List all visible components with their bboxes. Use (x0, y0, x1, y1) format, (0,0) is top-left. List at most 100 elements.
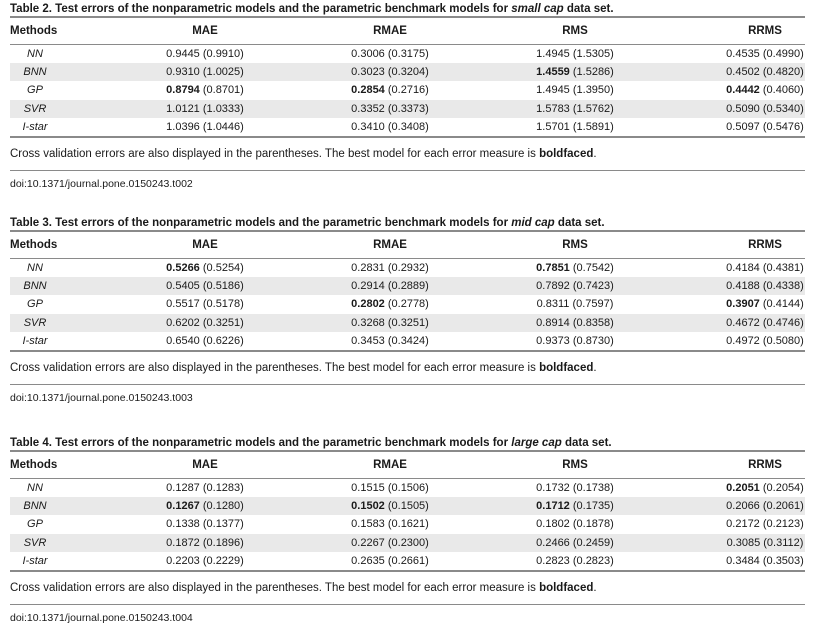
cell-value: 0.6540 (0.6226) (166, 334, 244, 347)
table-row: NN 0.9445 (0.9910) 0.3006 (0.3175) 1.494… (10, 45, 805, 63)
caption-italic: large cap (511, 437, 562, 449)
header-rrms: RRMS (748, 25, 782, 37)
method-cell: I-star (22, 120, 48, 133)
rrms-cell: 0.5097 (0.5476) (700, 121, 819, 133)
table-row: NN 0.5266 (0.5254) 0.2831 (0.2932) 0.785… (10, 259, 805, 277)
mae-cell: 0.5266 (0.5254) (140, 262, 270, 274)
cell-value: 0.3410 (0.3408) (351, 120, 429, 133)
doi-link[interactable]: doi:10.1371/journal.pone.0150243.t002 (10, 177, 193, 190)
rms-cell: 1.4945 (1.3950) (510, 84, 640, 96)
cell-value: 0.3085 (0.3112) (726, 536, 804, 549)
method-cell: NN (27, 482, 43, 495)
mae-cell: 0.6202 (0.3251) (140, 317, 270, 329)
bottom-rule (10, 349, 805, 352)
cell-value: 0.4184 (0.4381) (726, 262, 804, 275)
table-row: I-star 1.0396 (1.0446) 0.3410 (0.3408) 1… (10, 118, 805, 136)
cell-value: 0.8311 (0.7597) (536, 298, 614, 311)
rrms-cell: 0.3907 (0.4144) (700, 298, 819, 310)
method-cell: BNN (23, 66, 47, 79)
cell-value: 0.1287 (0.1283) (166, 482, 244, 495)
method-cell: GP (27, 518, 43, 531)
footnote-text: Cross validation errors are also display… (10, 361, 540, 374)
rmae-cell: 0.2914 (0.2889) (325, 280, 455, 292)
header-rule (10, 44, 805, 45)
doi-link[interactable]: doi:10.1371/journal.pone.0150243.t004 (10, 611, 193, 624)
rms-cell: 1.4559 (1.5286) (510, 66, 640, 78)
cell-value: (0.1735) (569, 500, 614, 513)
mae-cell: 0.1267 (0.1280) (140, 500, 270, 512)
cell-value: 0.2203 (0.2229) (166, 554, 244, 567)
cell-value: 0.5517 (0.5178) (166, 298, 244, 311)
cell-value: 1.5701 (1.5891) (536, 120, 614, 133)
rrms-cell: 0.4502 (0.4820) (700, 66, 819, 78)
best-value: 1.4559 (536, 66, 570, 79)
header-rms: RMS (562, 459, 588, 471)
cell-value: 0.9445 (0.9910) (166, 48, 244, 61)
method-cell: I-star (22, 334, 48, 347)
rmae-cell: 0.2635 (0.2661) (325, 555, 455, 567)
cell-value: (0.5254) (199, 262, 244, 275)
cell-value: 0.4672 (0.4746) (726, 316, 804, 329)
method-cell: BNN (23, 280, 47, 293)
footnote-rule (10, 169, 805, 171)
cell-value: 0.5097 (0.5476) (726, 120, 804, 133)
rms-cell: 1.5783 (1.5762) (510, 103, 640, 115)
rrms-cell: 0.4188 (0.4338) (700, 280, 819, 292)
rms-cell: 0.2466 (0.2459) (510, 537, 640, 549)
cell-value: 0.1583 (0.1621) (351, 518, 429, 531)
caption-suffix: data set. (561, 437, 612, 449)
bottom-rule (10, 135, 805, 138)
rms-cell: 1.4945 (1.5305) (510, 48, 640, 60)
table-row: I-star 0.2203 (0.2229) 0.2635 (0.2661) 0… (10, 552, 805, 570)
method-cell: NN (27, 48, 43, 61)
caption-suffix: data set. (554, 217, 605, 229)
cell-value: (0.1505) (384, 500, 429, 513)
rms-cell: 0.8914 (0.8358) (510, 317, 640, 329)
cell-value: 0.2914 (0.2889) (351, 280, 429, 293)
caption-text: Table 4. Test errors of the nonparametri… (10, 437, 512, 449)
rmae-cell: 0.3268 (0.3251) (325, 317, 455, 329)
best-value: 0.2802 (351, 298, 385, 311)
rmae-cell: 0.2854 (0.2716) (325, 84, 455, 96)
cell-value: 0.4502 (0.4820) (726, 66, 804, 79)
footnote-rule (10, 603, 805, 605)
method-cell: BNN (23, 500, 47, 513)
cell-value: (0.7542) (569, 262, 614, 275)
cell-value: (1.5286) (569, 66, 614, 79)
cell-value: 0.7892 (0.7423) (536, 280, 614, 293)
cell-value: 0.9373 (0.8730) (536, 334, 614, 347)
best-value: 0.5266 (166, 262, 200, 275)
rms-cell: 0.1802 (0.1878) (510, 518, 640, 530)
cell-value: 0.1515 (0.1506) (351, 482, 429, 495)
cell-value: 0.4188 (0.4338) (726, 280, 804, 293)
mae-cell: 1.0396 (1.0446) (140, 121, 270, 133)
rrms-cell: 0.3484 (0.3503) (700, 555, 819, 567)
caption-text: Table 2. Test errors of the nonparametri… (10, 3, 512, 15)
table-row: BNN 0.1267 (0.1280) 0.1502 (0.1505) 0.17… (10, 497, 805, 516)
best-value: 0.3907 (726, 298, 760, 311)
table-row: GP 0.1338 (0.1377) 0.1583 (0.1621) 0.180… (10, 515, 805, 533)
cell-value: 1.4945 (1.3950) (536, 84, 614, 97)
header-rule (10, 478, 805, 479)
footnote-rule (10, 383, 805, 385)
table-caption: Table 4. Test errors of the nonparametri… (10, 436, 805, 450)
rrms-cell: 0.4442 (0.4060) (700, 84, 819, 96)
header-row: Methods MAE RMAE RMS RRMS (10, 452, 805, 478)
footnote-suffix: . (593, 361, 597, 374)
header-mae: MAE (192, 239, 218, 251)
header-row: Methods MAE RMAE RMS RRMS (10, 18, 805, 44)
rms-cell: 0.2823 (0.2823) (510, 555, 640, 567)
cell-value: 1.0121 (1.0333) (166, 102, 244, 115)
table-row: SVR 1.0121 (1.0333) 0.3352 (0.3373) 1.57… (10, 99, 805, 118)
header-methods: Methods (10, 239, 58, 251)
doi-link[interactable]: doi:10.1371/journal.pone.0150243.t003 (10, 391, 193, 404)
mae-cell: 0.9445 (0.9910) (140, 48, 270, 60)
best-value: 0.2854 (351, 84, 385, 97)
rmae-cell: 0.1583 (0.1621) (325, 518, 455, 530)
method-cell: GP (27, 84, 43, 97)
method-cell: SVR (23, 316, 47, 329)
method-cell: SVR (23, 102, 47, 115)
rms-cell: 0.8311 (0.7597) (510, 298, 640, 310)
rrms-cell: 0.4972 (0.5080) (700, 335, 819, 347)
cell-value: 0.2831 (0.2932) (351, 262, 429, 275)
